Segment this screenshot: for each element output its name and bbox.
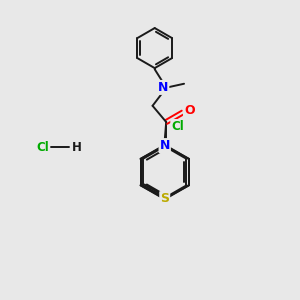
Text: O: O xyxy=(184,104,195,118)
Text: H: H xyxy=(71,141,81,154)
Text: N: N xyxy=(158,81,168,94)
Text: N: N xyxy=(160,139,170,152)
Text: Cl: Cl xyxy=(171,120,184,133)
Text: Cl: Cl xyxy=(36,141,49,154)
Text: S: S xyxy=(160,192,169,205)
